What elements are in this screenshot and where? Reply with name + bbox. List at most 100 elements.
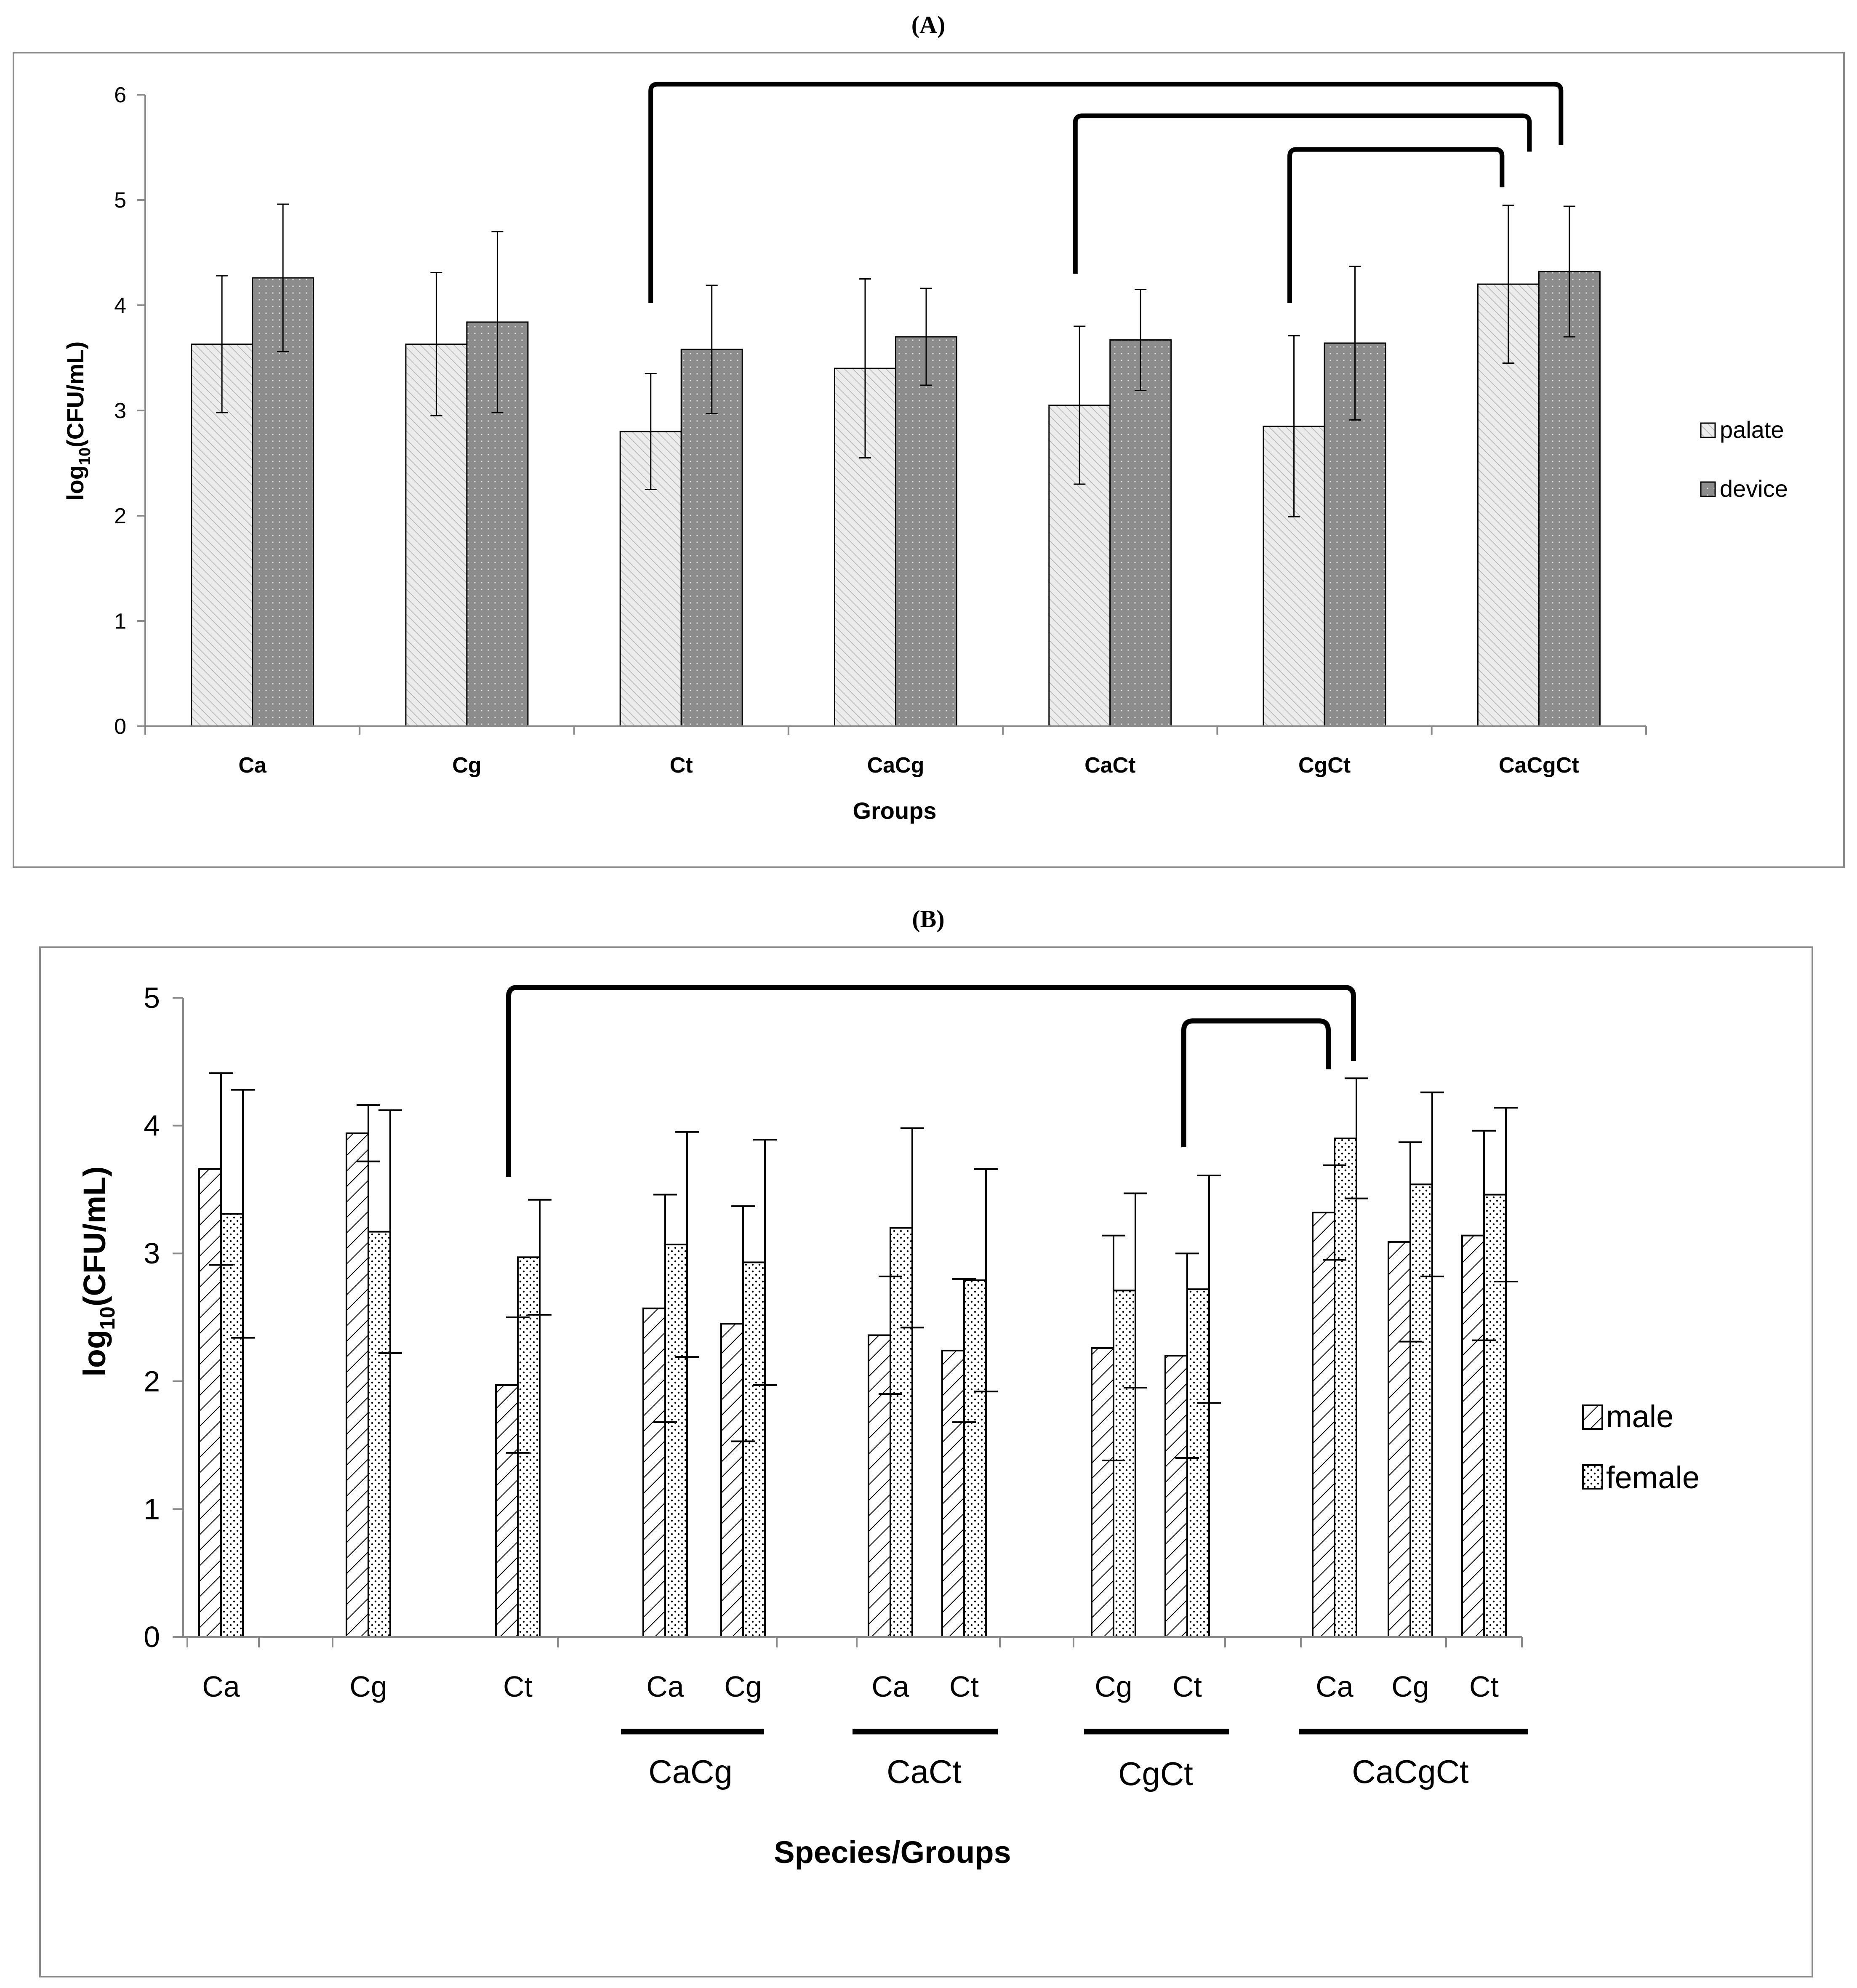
chart-b-y-axis-title: log10(CFU/mL) [77,1166,119,1377]
x-tick-label-CaCg: CaCg [867,753,925,778]
bar-male-6-Ct [941,1349,965,1638]
error-bar-female-7-Cg [1124,1192,1147,1388]
legend-swatch-female [1582,1464,1603,1490]
bar-male-3-Ca [642,1307,666,1638]
error-bar-palate-Ca [216,275,228,413]
group-label-CaCt: CaCt [887,1753,962,1790]
panel-a-label: (A) [911,11,946,38]
bar-female-1-Cg [368,1231,391,1638]
bar-male-9-Ca [1312,1212,1335,1638]
chart-a-y-axis-title: log10(CFU/mL) [62,341,94,501]
bar-male-0-Ca [198,1168,222,1638]
legend-label-male: male [1606,1399,1673,1434]
error-bar-female-4-Cg [753,1138,777,1386]
bar-male-1-Cg [346,1132,369,1638]
chart-b-tick-labels: 0 1 2 3 4 5 Ca Cg Ct Ca Cg Ca Ct Cg Ct Ca Cg Ct [144,981,1499,1703]
x-tick-label-8-Ct: Ct [1172,1670,1202,1703]
error-bar-device-CaCgCt [1563,205,1575,338]
error-bar-male-3-Ca [653,1194,677,1423]
error-bar-female-3-Ca [675,1131,699,1358]
error-bar-female-11-Ct [1494,1107,1518,1282]
y-tick-label: 5 [144,981,160,1014]
x-tick-label-CgCt: CgCt [1298,753,1351,778]
bar-female-5-Ca [890,1227,913,1638]
bar-male-8-Ct [1164,1355,1188,1638]
group-label-CaCgCt: CaCgCt [1352,1753,1469,1790]
bar-female-8-Ct [1186,1288,1210,1638]
bar-device-Ca [252,277,314,727]
y-tick-label: 4 [144,1109,160,1142]
error-bar-palate-CgCt [1288,335,1300,517]
bar-female-2-Ct [517,1256,541,1638]
chart-a-x-axis-title: Groups [853,797,936,824]
chart-a-significance-brackets [648,82,1564,303]
error-bar-device-CgCt [1349,266,1361,421]
error-bar-male-6-Ct [952,1278,976,1423]
error-bar-palate-Cg [430,272,442,416]
bracket-ct-vs-cacgct-ca [506,985,1356,1177]
error-bar-female-10-Cg [1420,1091,1444,1277]
x-tick-label-Ca: Ca [238,753,267,778]
error-bar-palate-Ct [645,373,657,490]
legend-label-palate: palate [1720,416,1784,443]
bar-female-6-Ct [963,1279,987,1638]
error-bar-male-1-Cg [357,1104,380,1162]
legend-label-device: device [1720,475,1788,502]
error-bar-male-7-Cg [1102,1234,1125,1462]
error-bar-male-11-Ct [1472,1130,1496,1341]
x-tick-label-3-Ca: Ca [646,1670,684,1703]
error-bar-palate-CaCgCt [1502,205,1514,364]
x-tick-label-9-Ca: Ca [1316,1670,1353,1703]
bracket-cgct-vs-cacgct [1287,147,1505,303]
x-tick-label-1-Cg: Cg [349,1670,387,1703]
x-tick-label-10-Cg: Cg [1391,1670,1429,1703]
bar-male-7-Cg [1091,1347,1114,1638]
bar-male-5-Ca [868,1334,891,1638]
bar-device-CaCt [1109,339,1172,727]
bracket-ct-vs-cacgct [648,82,1564,303]
panel-b-frame [39,946,1813,1977]
error-bar-device-Ca [277,203,289,352]
x-tick-label-Cg: Cg [452,753,481,778]
chart-b-axes [173,997,1523,1647]
group-label-CaCg: CaCg [648,1753,732,1790]
y-tick-label: 0 [114,714,126,739]
chart-a-axes [137,94,1647,735]
error-bar-male-2-Ct [506,1316,530,1454]
x-tick-label-6-Ct: Ct [949,1670,979,1703]
chart-b-bars [198,1132,1507,1638]
error-bar-female-0-Ca [231,1089,255,1339]
bar-female-4-Cg [742,1261,766,1638]
group-label-CgCt: CgCt [1118,1755,1193,1792]
x-tick-label-0-Ca: Ca [202,1670,240,1703]
chart-b-group-labels: CaCg CaCt CgCt CaCgCt [621,1729,1528,1792]
chart-b-error-bars [209,1072,1518,1462]
error-bar-male-9-Ca [1323,1164,1346,1261]
y-tick-label: 1 [114,609,126,634]
y-tick-label: 3 [114,399,126,423]
chart-a-legend: palate device [1700,416,1788,502]
panel-b-label: (B) [912,905,944,933]
error-bar-female-6-Ct [974,1168,998,1393]
y-tick-label: 3 [144,1237,160,1270]
bar-female-10-Cg [1409,1183,1433,1638]
x-tick-label-4-Cg: Cg [724,1670,762,1703]
error-bar-male-5-Ca [879,1275,902,1395]
error-bar-female-1-Cg [378,1109,402,1354]
error-bar-male-4-Cg [731,1205,755,1442]
bar-female-7-Cg [1113,1290,1136,1638]
error-bar-device-CaCg [920,288,932,386]
bar-male-10-Cg [1388,1241,1411,1638]
bracket-cgct-ct-vs-cacgct-ca [1181,1018,1331,1147]
legend-swatch-male [1582,1404,1603,1430]
legend-label-female: female [1606,1460,1700,1495]
error-bar-palate-CaCt [1074,325,1086,485]
chart-b-significance-brackets [506,985,1356,1177]
bar-device-CaCgCt [1538,271,1601,727]
error-bar-male-10-Cg [1399,1141,1422,1343]
chart-a-error-bars [216,203,1575,517]
chart-b-legend: male female [1582,1399,1700,1495]
